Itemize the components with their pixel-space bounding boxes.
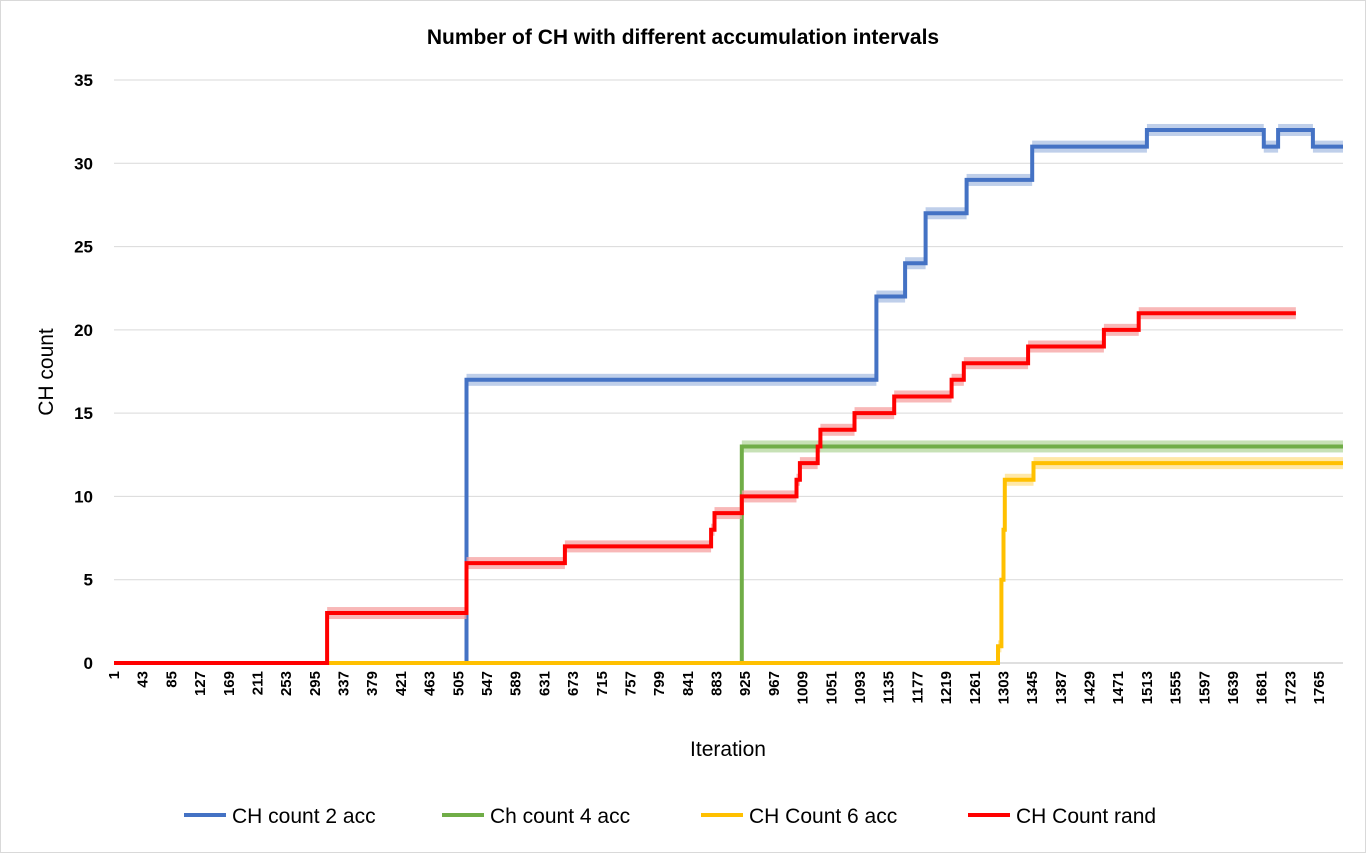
x-tick-label: 295: [307, 671, 324, 696]
y-tick-label: 10: [74, 487, 93, 506]
series-lines: [114, 123, 1343, 665]
series-1: [114, 440, 1343, 665]
x-tick-label: 505: [450, 671, 467, 696]
series-0: [114, 123, 1343, 665]
x-tick-label: 1597: [1196, 671, 1213, 704]
x-tick-label: 799: [651, 671, 668, 696]
x-tick-label: 1303: [995, 671, 1012, 704]
x-tick-label: 1009: [795, 671, 812, 704]
x-tick-label: 967: [766, 671, 783, 696]
legend-label: CH Count rand: [1016, 805, 1156, 828]
x-tick-label: 1681: [1254, 671, 1271, 704]
x-tick-label: 1: [106, 671, 123, 679]
x-tick-label: 673: [565, 671, 582, 696]
x-tick-label: 1093: [852, 671, 869, 704]
chart-title: Number of CH with different accumulation…: [427, 26, 939, 49]
x-tick-label: 715: [594, 671, 611, 696]
y-axis-ticks: 0 5 10 15 20 25 30 35: [74, 71, 93, 673]
gridlines: [114, 79, 1343, 664]
x-tick-label: 1555: [1168, 671, 1185, 704]
x-tick-label: 169: [221, 671, 238, 696]
x-tick-label: 1345: [1024, 671, 1041, 704]
x-tick-label: 421: [393, 671, 410, 696]
x-tick-label: 253: [278, 671, 295, 696]
x-tick-label: 1765: [1311, 671, 1328, 704]
x-tick-label: 1429: [1082, 671, 1099, 704]
series-3: [114, 307, 1296, 665]
x-tick-label: 631: [536, 671, 553, 696]
y-tick-label: 20: [74, 321, 93, 340]
x-tick-label: 1051: [823, 671, 840, 704]
x-tick-label: 1471: [1110, 671, 1127, 704]
series-line: [114, 311, 1296, 665]
x-tick-label: 883: [709, 671, 726, 696]
y-tick-label: 5: [84, 571, 93, 590]
series-line: [114, 461, 1343, 665]
x-tick-label: 1135: [881, 671, 898, 704]
x-tick-label: 1387: [1053, 671, 1070, 704]
series-2: [114, 457, 1343, 665]
y-tick-label: 15: [74, 404, 93, 423]
x-tick-label: 379: [364, 671, 381, 696]
x-tick-label: 85: [163, 671, 180, 688]
x-tick-label: 337: [336, 671, 353, 696]
x-tick-label: 127: [192, 671, 209, 696]
x-tick-label: 1219: [938, 671, 955, 704]
y-tick-label: 0: [84, 654, 93, 673]
series-line: [114, 128, 1343, 665]
legend-label: CH count 2 acc: [232, 805, 376, 828]
x-tick-label: 1261: [967, 671, 984, 704]
legend-label: CH Count 6 acc: [749, 805, 897, 828]
y-tick-label: 35: [74, 71, 93, 90]
x-tick-label: 841: [680, 671, 697, 696]
x-tick-label: 1723: [1282, 671, 1299, 704]
x-tick-label: 925: [737, 671, 754, 696]
y-tick-label: 25: [74, 238, 93, 257]
legend-label: Ch count 4 acc: [490, 805, 630, 828]
x-tick-label: 1639: [1225, 671, 1242, 704]
x-tick-label: 547: [479, 671, 496, 696]
y-axis-label: CH count: [35, 328, 58, 416]
x-tick-label: 43: [135, 671, 152, 688]
x-tick-label: 757: [622, 671, 639, 696]
x-tick-label: 1177: [909, 671, 926, 704]
x-axis-ticks: 1 43 85 127 169 211 253 295 337 379 421 463 505 547 58…: [106, 671, 1328, 704]
x-tick-label: 463: [422, 671, 439, 696]
x-tick-label: 1513: [1139, 671, 1156, 704]
legend: CH count 2 acc Ch count 4 acc CH Count 6 a…: [184, 805, 1156, 828]
y-tick-label: 30: [74, 154, 93, 173]
x-tick-label: 211: [249, 671, 266, 695]
series-line: [114, 444, 1343, 665]
x-tick-label: 589: [508, 671, 525, 696]
x-axis-label: Iteration: [690, 738, 766, 761]
